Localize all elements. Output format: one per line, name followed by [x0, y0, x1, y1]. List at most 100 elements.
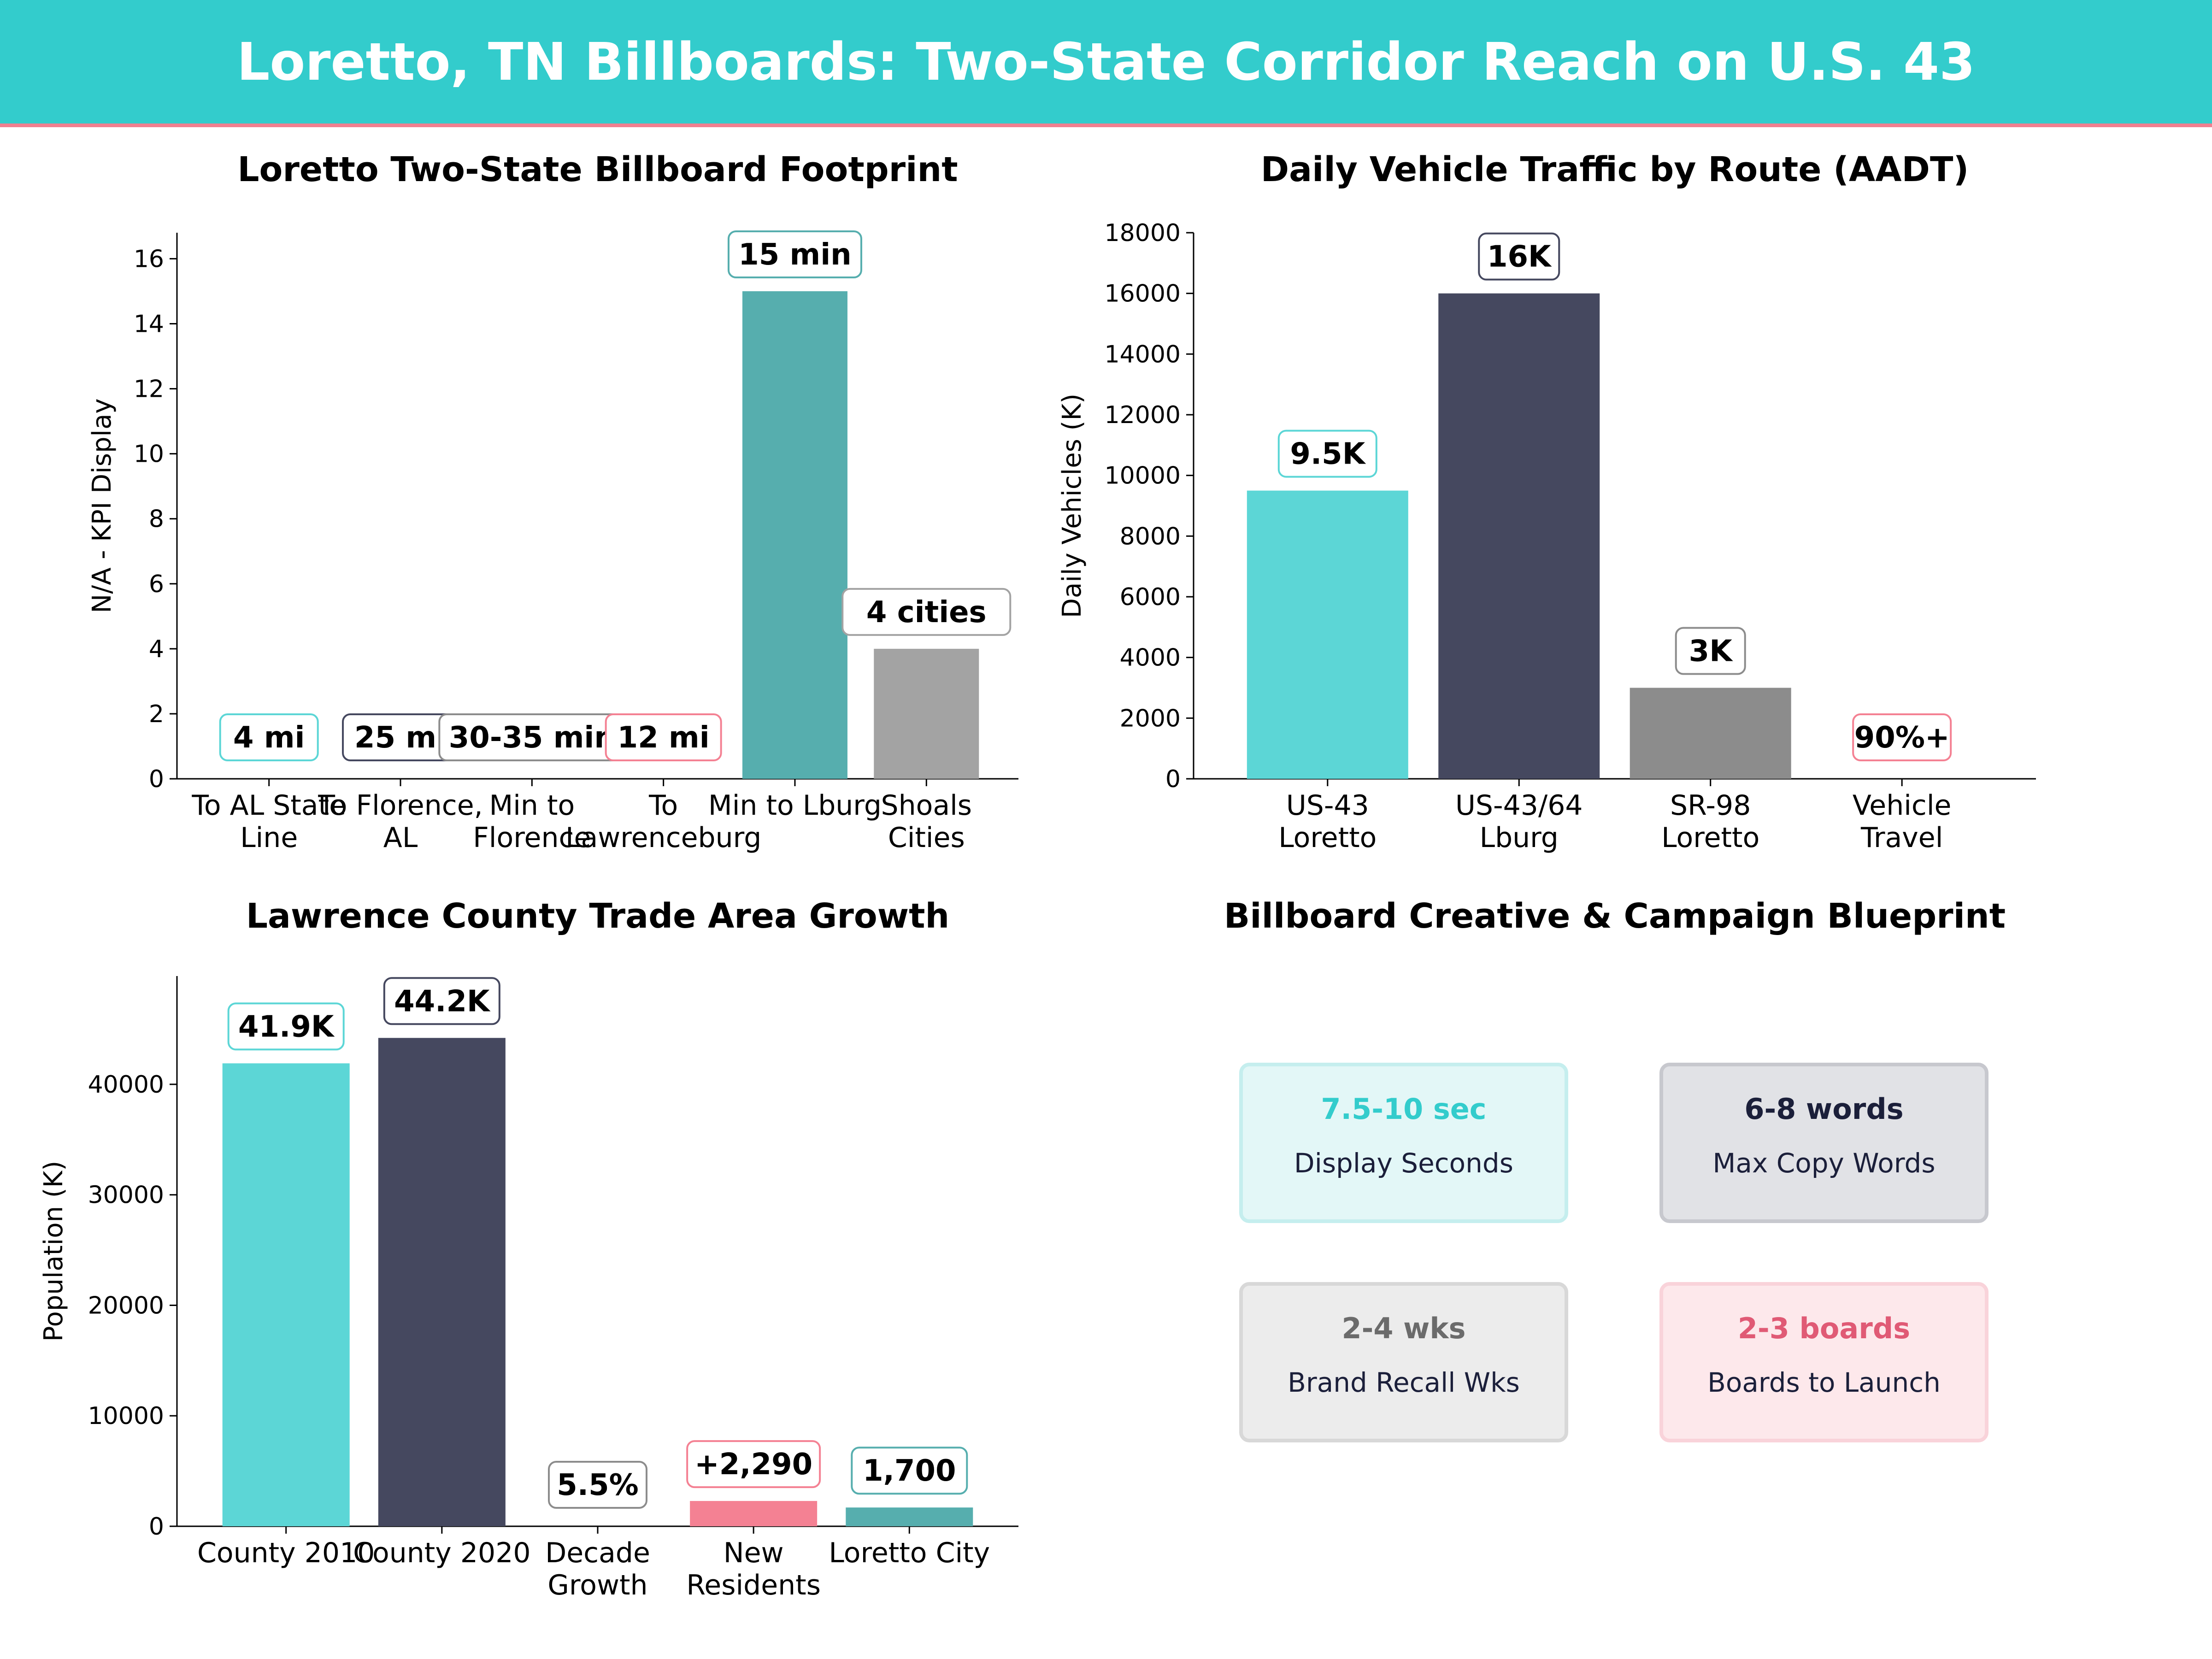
chart-3: Lawrence County Trade Area Growth Populat… [39, 896, 1018, 1601]
y-tick-label: 4 [149, 635, 164, 663]
y-tick-label: 30000 [88, 1182, 164, 1209]
data-label-box [227, 1002, 345, 1051]
x-tick-label: Min to Florence [473, 789, 591, 854]
bar [1630, 688, 1791, 779]
data-label-box [605, 713, 722, 761]
kpi-card: 7.5-10 sec Display Seconds [1239, 1063, 1568, 1223]
data-label: 12 mi [618, 721, 710, 755]
data-label-box [1675, 627, 1746, 675]
x-tick-label: US-43/64 Lburg [1455, 789, 1583, 854]
chart-2: Daily Vehicle Traffic by Route (AADT) Dai… [1057, 150, 2036, 854]
chart-1: Loretto Two-State Billboard Footprint N/A… [87, 150, 1018, 854]
page-title: Loretto, TN Billboards: Two-State Corrid… [236, 32, 1975, 92]
x-tick-label: To AL State Line [191, 789, 346, 854]
data-label-box [383, 977, 500, 1025]
kpi-card: 6-8 words Max Copy Words [1659, 1063, 1988, 1223]
y-axis-label: Daily Vehicles (K) [1057, 394, 1087, 618]
y-tick-label: 16000 [1105, 280, 1181, 308]
kpi-value: 2-3 boards [1738, 1312, 1910, 1345]
y-tick-label: 0 [1165, 765, 1181, 793]
y-tick-label: 0 [149, 765, 164, 793]
x-tick-label: Shoals Cities [881, 789, 972, 854]
kpi-value: 2-4 wks [1341, 1312, 1465, 1345]
data-label: 30-35 min [449, 721, 615, 755]
data-label: 4 cities [866, 595, 987, 629]
bar [222, 1063, 350, 1526]
y-tick-label: 14000 [1105, 341, 1181, 368]
data-label-box [841, 588, 1012, 636]
data-label-box [727, 230, 862, 278]
y-tick-label: 8000 [1120, 523, 1181, 550]
bar [742, 291, 847, 779]
data-label-box [1478, 232, 1560, 281]
y-tick-label: 40000 [88, 1071, 164, 1099]
x-tick-label: Decade Growth [545, 1537, 650, 1601]
y-tick-label: 6 [149, 571, 164, 598]
x-tick-label: SR-98 Loretto [1661, 789, 1759, 854]
y-tick-label: 6000 [1120, 583, 1181, 611]
data-label: 41.9K [238, 1010, 335, 1044]
kpi-card: 2-3 boards Boards to Launch [1659, 1282, 1988, 1442]
x-tick-label: County 2010 [197, 1537, 375, 1569]
data-label-box [851, 1447, 968, 1495]
kpi-label: Boards to Launch [1707, 1367, 1941, 1398]
data-label-box [219, 713, 319, 761]
blueprint-panel: Billboard Creative & Campaign Blueprint 7… [1224, 896, 2006, 1442]
y-tick-label: 4000 [1120, 644, 1181, 672]
chart-title: Lawrence County Trade Area Growth [246, 896, 949, 936]
data-label: +2,290 [694, 1447, 812, 1482]
y-tick-label: 16 [134, 245, 164, 273]
kpi-label: Max Copy Words [1712, 1147, 1935, 1179]
y-tick-label: 12000 [1105, 401, 1181, 429]
y-tick-label: 12 [134, 376, 164, 403]
kpi-card-bg [1659, 1063, 1988, 1223]
bar [874, 648, 979, 779]
y-tick-label: 2 [149, 700, 164, 728]
y-tick-label: 10000 [1105, 462, 1181, 490]
data-label: 44.2K [394, 984, 491, 1018]
data-label: 15 min [738, 238, 852, 272]
bar [846, 1507, 973, 1526]
bar [378, 1038, 506, 1526]
data-label: 4 mi [233, 721, 305, 755]
x-tick-label: To Lawrenceburg [565, 789, 761, 854]
y-tick-label: 18000 [1105, 219, 1181, 247]
data-label-box [1852, 713, 1952, 761]
data-label-box [686, 1440, 821, 1488]
bar [690, 1501, 818, 1526]
y-axis-label: Population (K) [39, 1161, 69, 1341]
x-tick-label: Loretto City [829, 1537, 990, 1569]
x-tick-label: Vehicle Travel [1853, 789, 1952, 854]
y-axis-label: N/A - KPI Display [87, 398, 117, 613]
x-tick-label: Min to Lburg [708, 789, 882, 822]
y-tick-label: 10000 [88, 1402, 164, 1430]
x-tick-label: To Florence, AL [318, 789, 482, 854]
kpi-card-bg [1239, 1063, 1568, 1223]
data-label: 90%+ [1854, 721, 1950, 755]
header-banner: Loretto, TN Billboards: Two-State Corrid… [0, 0, 2212, 127]
kpi-card-bg [1239, 1282, 1568, 1442]
data-label: 3K [1689, 635, 1734, 669]
kpi-card-bg [1659, 1282, 1988, 1442]
kpi-value: 6-8 words [1744, 1092, 1903, 1126]
y-tick-label: 10 [134, 441, 164, 468]
kpi-value: 7.5-10 sec [1321, 1092, 1486, 1126]
blueprint-title: Billboard Creative & Campaign Blueprint [1224, 896, 2006, 936]
kpi-label: Brand Recall Wks [1288, 1367, 1520, 1398]
y-tick-label: 0 [149, 1513, 164, 1541]
chart-title: Loretto Two-State Billboard Footprint [237, 150, 958, 189]
y-tick-label: 2000 [1120, 705, 1181, 732]
data-label: 25 mi [354, 721, 447, 755]
x-tick-label: New Residents [686, 1537, 821, 1601]
data-label: 1,700 [863, 1454, 956, 1488]
x-tick-label: County 2020 [353, 1537, 530, 1569]
data-label: 16K [1487, 240, 1552, 274]
data-label-box [548, 1461, 647, 1509]
kpi-card: 2-4 wks Brand Recall Wks [1239, 1282, 1568, 1442]
x-tick-label: US-43 Loretto [1278, 789, 1377, 854]
y-tick-label: 8 [149, 506, 164, 533]
bar [1247, 490, 1408, 779]
data-label: 5.5% [557, 1468, 639, 1502]
bar [1438, 293, 1600, 779]
